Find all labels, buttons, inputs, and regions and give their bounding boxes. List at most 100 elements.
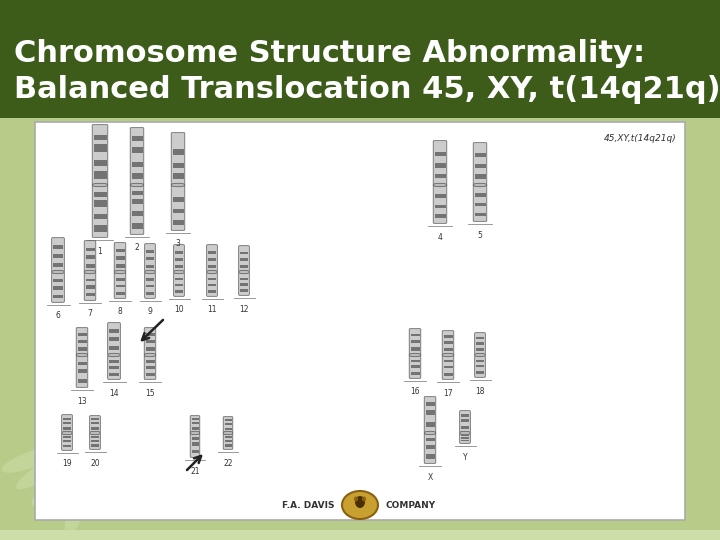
Ellipse shape <box>459 431 470 435</box>
Text: 15: 15 <box>145 388 155 397</box>
Bar <box>94 225 107 232</box>
Bar <box>53 286 63 290</box>
Ellipse shape <box>65 480 91 536</box>
FancyBboxPatch shape <box>144 356 156 379</box>
Bar <box>109 346 119 350</box>
Ellipse shape <box>52 270 65 274</box>
Bar <box>115 285 125 287</box>
Bar <box>426 402 434 406</box>
Text: X: X <box>428 472 433 482</box>
Ellipse shape <box>675 79 720 105</box>
Bar <box>63 445 71 448</box>
FancyBboxPatch shape <box>459 434 470 443</box>
Bar <box>474 174 485 179</box>
Text: 45,XY,t(14q21q): 45,XY,t(14q21q) <box>604 134 677 143</box>
Bar <box>240 283 248 286</box>
Bar <box>426 410 434 415</box>
Bar <box>132 161 143 167</box>
Ellipse shape <box>673 25 713 86</box>
FancyBboxPatch shape <box>190 416 199 433</box>
Bar <box>461 440 469 441</box>
Bar <box>474 203 485 206</box>
Bar <box>474 213 485 217</box>
FancyBboxPatch shape <box>473 143 487 184</box>
Bar <box>173 148 184 154</box>
Bar <box>86 293 94 296</box>
Ellipse shape <box>92 183 108 187</box>
Bar <box>35 122 685 520</box>
Bar <box>476 360 484 362</box>
Bar <box>461 437 469 438</box>
Ellipse shape <box>696 0 714 55</box>
FancyBboxPatch shape <box>114 242 126 271</box>
Bar <box>175 265 183 268</box>
Text: 9: 9 <box>148 307 153 316</box>
Bar <box>426 454 434 458</box>
Bar <box>426 422 434 428</box>
FancyBboxPatch shape <box>76 328 88 354</box>
Bar <box>434 152 446 156</box>
Text: 8: 8 <box>117 307 122 316</box>
Ellipse shape <box>84 270 96 274</box>
Bar <box>78 379 86 383</box>
Bar <box>86 255 94 259</box>
Bar <box>132 191 143 195</box>
Bar <box>109 360 119 363</box>
Bar <box>434 205 446 208</box>
Bar <box>132 223 143 229</box>
Bar <box>53 245 63 249</box>
Bar <box>208 258 216 260</box>
Bar <box>225 440 232 442</box>
Ellipse shape <box>114 270 126 274</box>
Bar <box>146 257 154 260</box>
FancyBboxPatch shape <box>62 434 72 450</box>
Bar <box>145 366 155 369</box>
FancyBboxPatch shape <box>92 186 108 237</box>
Ellipse shape <box>190 431 200 435</box>
Ellipse shape <box>409 353 421 357</box>
FancyBboxPatch shape <box>144 328 156 354</box>
Bar <box>474 164 485 167</box>
Bar <box>109 337 119 341</box>
FancyBboxPatch shape <box>424 434 436 463</box>
Ellipse shape <box>1 447 58 472</box>
Bar <box>146 278 154 281</box>
FancyBboxPatch shape <box>409 356 420 379</box>
Text: 18: 18 <box>475 387 485 395</box>
Text: 21: 21 <box>190 467 199 476</box>
Bar <box>240 252 248 254</box>
Bar <box>146 250 154 253</box>
Bar <box>410 334 420 336</box>
FancyBboxPatch shape <box>223 417 233 433</box>
Bar <box>132 147 143 153</box>
Ellipse shape <box>678 38 720 74</box>
Bar <box>192 437 199 440</box>
FancyBboxPatch shape <box>174 245 184 271</box>
Ellipse shape <box>174 270 184 274</box>
Bar <box>132 199 143 204</box>
Bar <box>145 333 155 336</box>
Text: 4: 4 <box>438 233 442 241</box>
Bar <box>426 444 434 449</box>
Bar <box>115 292 125 295</box>
FancyBboxPatch shape <box>207 273 217 296</box>
Text: 2: 2 <box>135 244 140 253</box>
Ellipse shape <box>354 496 358 502</box>
Bar <box>444 341 452 344</box>
Bar <box>225 420 232 421</box>
Bar <box>444 348 452 351</box>
Bar <box>426 438 434 441</box>
FancyBboxPatch shape <box>239 273 249 295</box>
FancyBboxPatch shape <box>130 186 144 234</box>
Ellipse shape <box>683 11 711 77</box>
Bar <box>434 163 446 167</box>
Text: 20: 20 <box>90 458 100 468</box>
Bar <box>175 251 183 253</box>
Bar <box>410 360 420 362</box>
Bar <box>91 436 99 438</box>
FancyBboxPatch shape <box>145 244 156 271</box>
FancyBboxPatch shape <box>90 434 100 449</box>
Ellipse shape <box>433 183 447 187</box>
Bar <box>461 414 469 416</box>
Bar <box>0 530 720 540</box>
